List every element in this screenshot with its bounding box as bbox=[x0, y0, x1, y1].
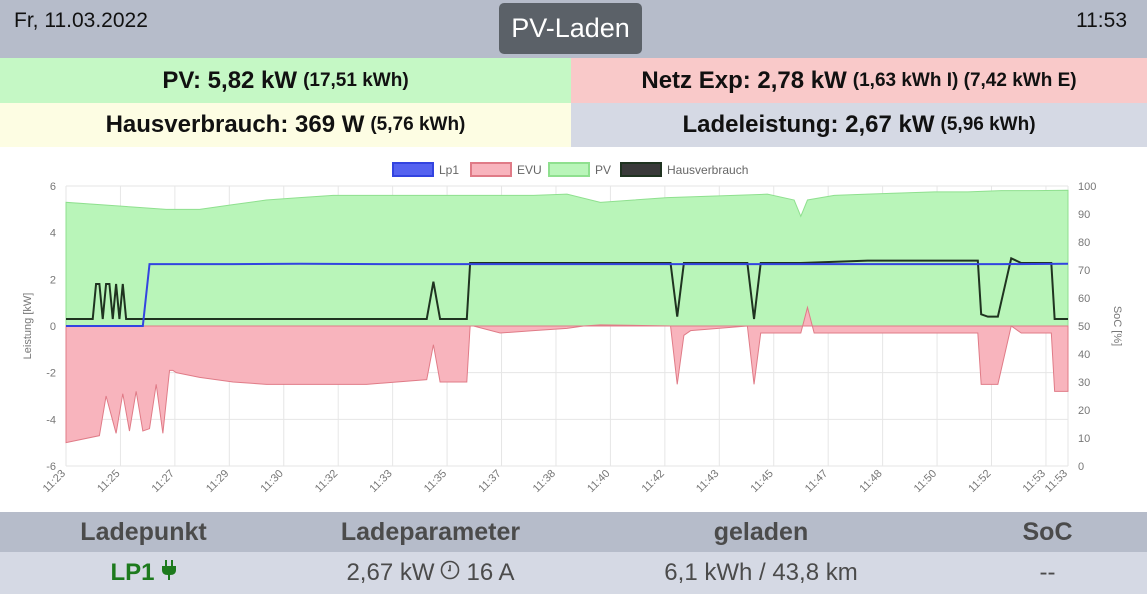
state-of-charge: -- bbox=[1039, 559, 1056, 586]
house-consumption-tile: Hausverbrauch: 369 W (5,76 kWh) bbox=[0, 103, 571, 147]
x-tick-label: 11:30 bbox=[259, 468, 286, 495]
plug-icon bbox=[161, 559, 177, 587]
x-tick-label: 11:35 bbox=[422, 468, 449, 495]
y2-tick-label: 60 bbox=[1078, 293, 1090, 305]
pv-energy-value: (17,51 kWh) bbox=[303, 69, 409, 91]
current-date: Fr, 11.03.2022 bbox=[14, 9, 148, 32]
house-energy-value: (5,76 kWh) bbox=[370, 114, 466, 135]
y-axis-title: Leistung [kW] bbox=[22, 293, 34, 360]
x-tick-label: 11:32 bbox=[313, 468, 340, 495]
clock-icon bbox=[440, 559, 460, 587]
x-tick-label: 11:40 bbox=[585, 468, 612, 495]
x-tick-label: 11:53 bbox=[1043, 468, 1070, 495]
current-time: 11:53 bbox=[1076, 9, 1127, 32]
loadpoint-table-header: Ladepunkt Ladeparameter geladen SoC bbox=[0, 512, 1147, 552]
y2-tick-label: 30 bbox=[1078, 377, 1090, 389]
legend-swatch bbox=[620, 162, 662, 177]
legend-swatch bbox=[392, 162, 434, 177]
legend-swatch bbox=[548, 162, 590, 177]
y2-tick-label: 90 bbox=[1078, 209, 1090, 221]
series-lp1-line bbox=[66, 262, 1069, 327]
charge-current: 16 A bbox=[466, 559, 515, 586]
y2-tick-label: 80 bbox=[1078, 237, 1090, 249]
house-consumption-value: Hausverbrauch: 369 W bbox=[105, 111, 365, 138]
y-tick-label: 4 bbox=[50, 228, 56, 240]
pv-power-tile: PV: 5,82 kW (17,51 kWh) bbox=[0, 58, 571, 103]
x-tick-label: 11:23 bbox=[41, 468, 68, 495]
grid-power-value: Netz Exp: 2,78 kW bbox=[641, 66, 847, 94]
legend-swatch bbox=[470, 162, 512, 177]
legend-label: EVU bbox=[517, 163, 542, 177]
x-tick-label: 11:38 bbox=[531, 468, 558, 495]
x-tick-label: 11:45 bbox=[748, 468, 775, 495]
y-tick-label: 0 bbox=[50, 321, 56, 333]
header-charge-parameters: Ladeparameter bbox=[340, 517, 521, 546]
y2-tick-label: 70 bbox=[1078, 265, 1090, 277]
y2-tick-label: 50 bbox=[1078, 321, 1090, 333]
y2-tick-label: 10 bbox=[1078, 433, 1090, 445]
x-tick-label: 11:43 bbox=[694, 468, 721, 495]
y-tick-label: -4 bbox=[46, 414, 56, 426]
x-tick-label: 11:42 bbox=[640, 468, 667, 495]
header-soc: SoC bbox=[1022, 517, 1073, 546]
charge-power-value: Ladeleistung: 2,67 kW bbox=[682, 111, 935, 138]
grid-energy-value: (1,63 kWh I) (7,42 kWh E) bbox=[852, 69, 1077, 91]
loadpoint-row[interactable]: LP1 2,67 kW 16 A 6,1 kWh / 43,8 km -- bbox=[0, 552, 1147, 594]
charge-parameters-cell: 2,67 kW 16 A bbox=[287, 552, 574, 594]
charged-energy: 6,1 kWh / 43,8 km bbox=[664, 559, 858, 586]
charge-power-tile: Ladeleistung: 2,67 kW (5,96 kWh) bbox=[571, 103, 1147, 147]
y2-tick-label: 0 bbox=[1078, 461, 1084, 473]
y2-axis-title: SoC [%] bbox=[1111, 306, 1123, 346]
x-tick-label: 11:53 bbox=[1021, 468, 1048, 495]
grid-power-tile: Netz Exp: 2,78 kW (1,63 kWh I) (7,42 kWh… bbox=[571, 58, 1147, 103]
charge-energy-value: (5,96 kWh) bbox=[940, 114, 1036, 135]
x-tick-label: 11:33 bbox=[367, 468, 394, 495]
y2-tick-label: 100 bbox=[1078, 181, 1096, 193]
y2-tick-label: 20 bbox=[1078, 405, 1090, 417]
charge-power: 2,67 kW bbox=[346, 559, 435, 586]
x-tick-label: 11:25 bbox=[95, 468, 122, 495]
x-tick-label: 11:27 bbox=[150, 468, 177, 495]
x-tick-label: 11:52 bbox=[966, 468, 993, 495]
y-tick-label: -6 bbox=[46, 461, 56, 473]
legend-label: Lp1 bbox=[439, 163, 459, 177]
series-house-line bbox=[66, 256, 1068, 320]
y-tick-label: -2 bbox=[46, 368, 56, 380]
legend-label: PV bbox=[595, 163, 611, 177]
x-tick-label: 11:50 bbox=[912, 468, 939, 495]
series-pv-area bbox=[65, 189, 1069, 327]
header-loadpoint: Ladepunkt bbox=[80, 517, 207, 546]
loadpoint-name: LP1 bbox=[110, 559, 155, 586]
charge-mode-button[interactable]: PV-Laden bbox=[499, 3, 642, 54]
y2-tick-label: 40 bbox=[1078, 349, 1090, 361]
series-evu-area bbox=[65, 305, 1069, 444]
x-tick-label: 11:37 bbox=[476, 468, 503, 495]
y-tick-label: 6 bbox=[50, 181, 56, 193]
loadpoint-name-cell[interactable]: LP1 bbox=[0, 552, 287, 594]
header-charged: geladen bbox=[713, 517, 809, 546]
pv-power-value: PV: 5,82 kW bbox=[162, 66, 298, 94]
legend-label: Hausverbrauch bbox=[667, 163, 748, 177]
x-tick-label: 11:29 bbox=[204, 468, 231, 495]
top-bar: Fr, 11.03.2022 PV-Laden 11:53 bbox=[0, 0, 1147, 58]
x-tick-label: 11:47 bbox=[803, 468, 830, 495]
y-tick-label: 2 bbox=[50, 274, 56, 286]
x-tick-label: 11:48 bbox=[857, 468, 884, 495]
